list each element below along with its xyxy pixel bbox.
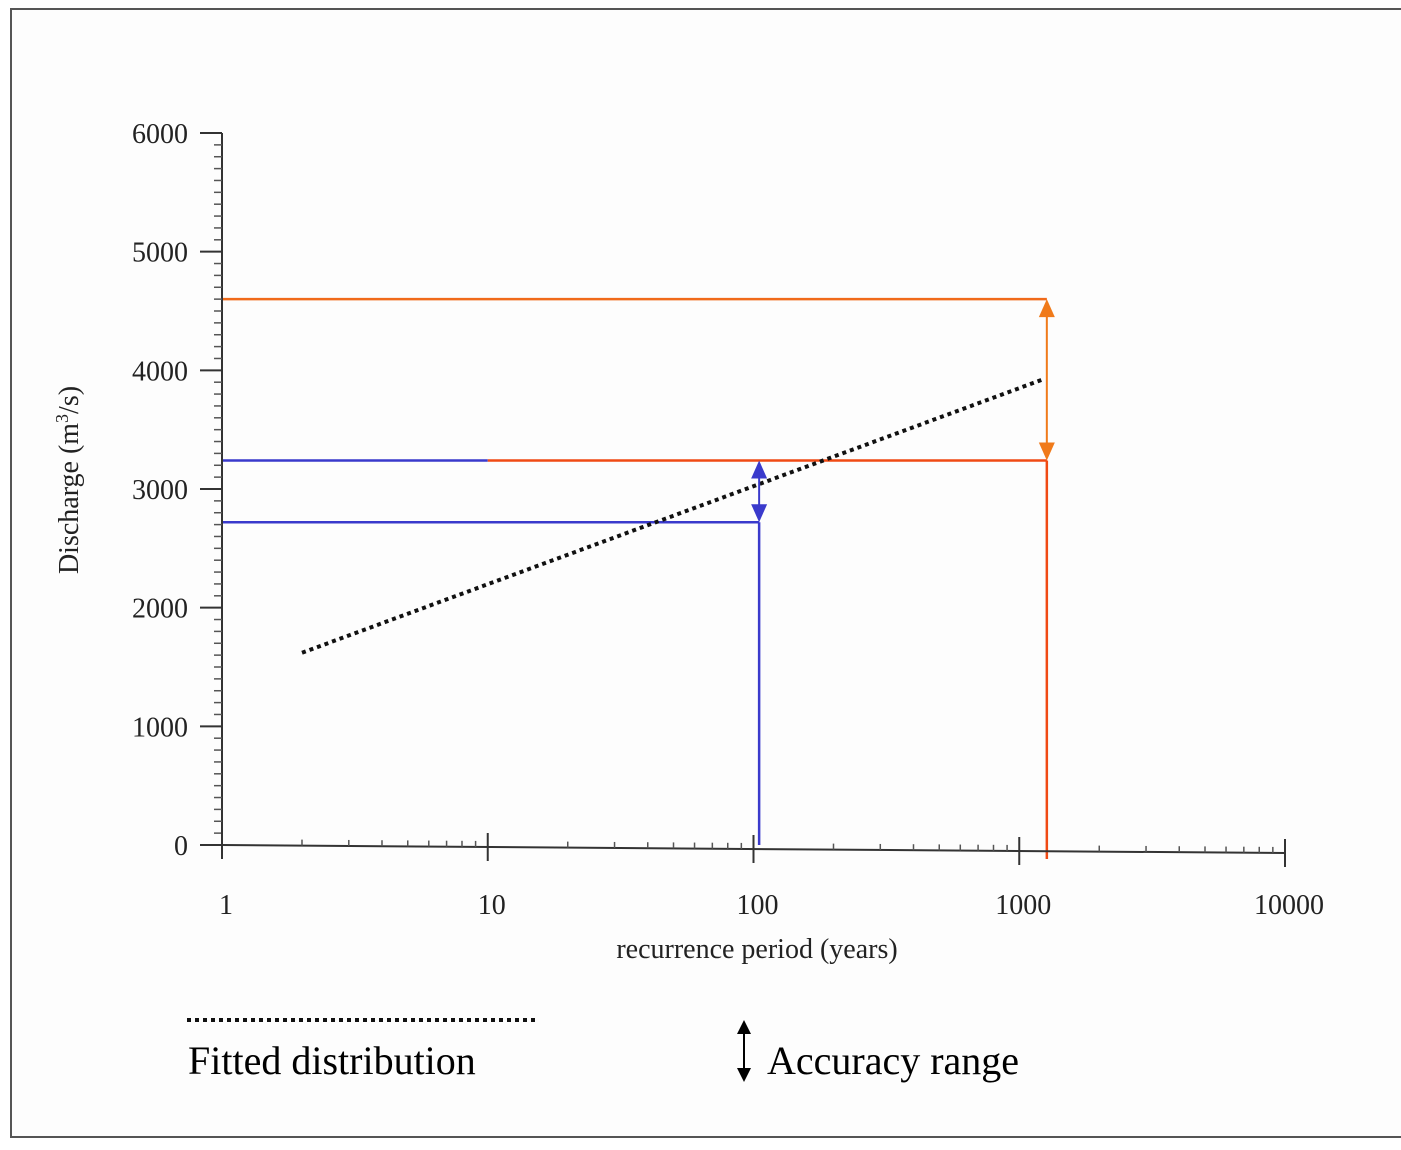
y-tick-label: 1000 (132, 712, 188, 743)
y-tick-label: 4000 (132, 356, 188, 387)
axes: 0 1000 2000 3000 4000 5000 6000 1 10 100 1000 1000… (132, 119, 1324, 921)
x-tick-label: 100 (737, 890, 779, 921)
x-tick-label: 1 (219, 890, 233, 921)
y-ticks: 0 1000 2000 3000 4000 5000 6000 (132, 119, 222, 862)
accuracy-range-blue-range (751, 460, 768, 523)
y-tick-label: 3000 (132, 475, 188, 506)
x-ticks: 1 10 100 1000 10000 (219, 831, 1324, 921)
accuracy-ranges (751, 299, 1055, 523)
legend-fitted-label: Fitted distribution (188, 1038, 476, 1083)
x-tick-label: 10 (478, 890, 506, 921)
y-tick-label: 5000 (132, 238, 188, 269)
y-tick-label: 0 (174, 831, 188, 862)
accuracy-range-arrow-up (1038, 299, 1055, 318)
legend-accuracy-label: Accuracy range (767, 1038, 1019, 1083)
accuracy-range-arrow-down (751, 504, 768, 523)
y-axis-title-sup: 3 (52, 414, 72, 423)
y-tick-label: 6000 (132, 119, 188, 150)
accuracy-range-orange-range (1038, 299, 1055, 461)
series-layer (301, 376, 1046, 655)
x-axis-title: recurrence period (years) (616, 934, 897, 965)
legend-accuracy-symbol (737, 1020, 751, 1082)
accuracy-range-arrow-up (751, 460, 768, 479)
y-tick-label: 2000 (132, 594, 188, 625)
x-tick-label: 10000 (1254, 890, 1324, 921)
x-tick-label: 1000 (995, 890, 1051, 921)
accuracy-range-arrow-down (1038, 442, 1055, 461)
y-axis-title-main: Discharge (m (54, 423, 85, 574)
chart-frame (10, 8, 1401, 1138)
legend: Fitted distribution Accuracy range (187, 1018, 1019, 1083)
series-fitted-distribution (301, 376, 1046, 655)
reference-lines (222, 297, 1049, 859)
y-axis-title: Discharge (m3/s) (52, 386, 85, 574)
y-axis-title-tail: /s) (54, 386, 85, 414)
